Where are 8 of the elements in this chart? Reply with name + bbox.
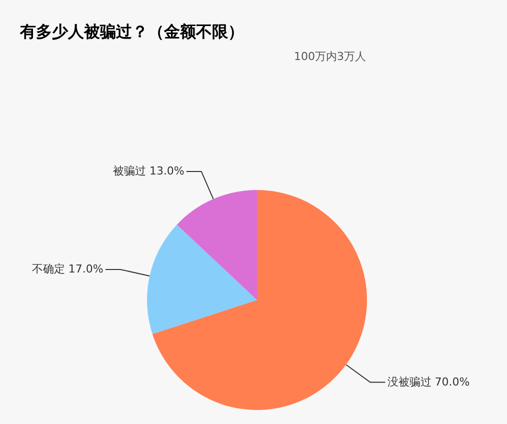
pie-slice — [147, 224, 257, 334]
chart-subtitle: 100万内3万人 — [294, 50, 366, 63]
pie-slice — [176, 190, 257, 300]
slice-label: 被骗过 13.0% — [112, 164, 184, 178]
slice-label: 不确定 17.0% — [32, 262, 104, 276]
pie-slice — [152, 190, 367, 410]
chart-title: 有多少人被骗过？（金额不限） — [19, 22, 244, 41]
slice-label: 没被骗过 70.0% — [387, 375, 470, 388]
